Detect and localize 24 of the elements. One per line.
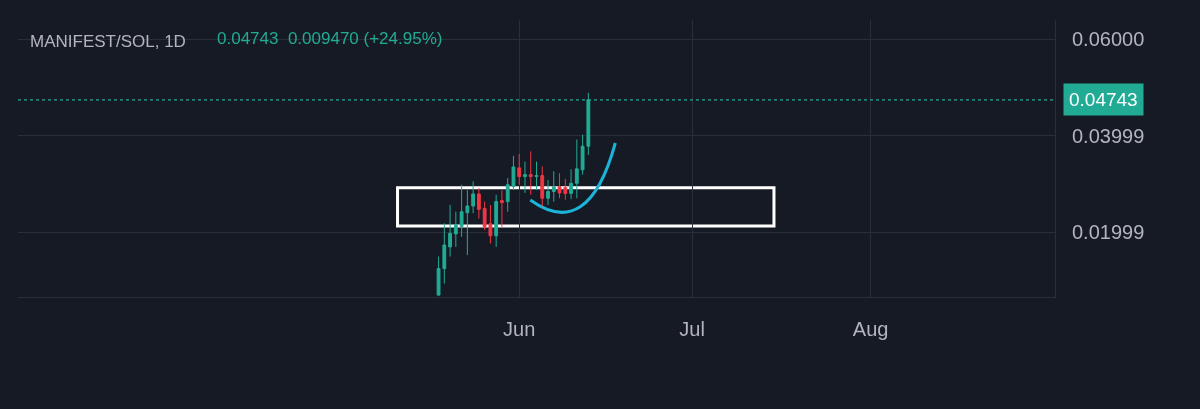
candlestick xyxy=(471,180,476,214)
candlestick xyxy=(523,161,527,194)
candlestick xyxy=(534,161,539,191)
candlestick xyxy=(540,165,545,207)
y-tick-label: 0.01999 xyxy=(1072,221,1145,244)
y-tick-label: 0.06000 xyxy=(1072,28,1145,51)
x-tick-label: Aug xyxy=(852,318,889,340)
candlestick xyxy=(517,153,522,186)
candlestick xyxy=(476,187,481,219)
candlestick xyxy=(453,211,458,248)
annotation: 0.04743 0.009470 (+24.95%) xyxy=(217,29,443,48)
candlestick xyxy=(500,189,504,228)
candlestick xyxy=(546,179,550,206)
text: MANIFEST/SOL, 1D xyxy=(30,31,186,51)
candlestick xyxy=(494,194,499,248)
candlestick xyxy=(574,138,579,199)
candlestick xyxy=(551,170,556,203)
candlestick xyxy=(448,204,452,258)
x-tick-label: Jun xyxy=(503,318,536,340)
ref-line-label: 0.04743 xyxy=(1069,89,1138,110)
y-tick-label: 0.03999 xyxy=(1072,124,1145,147)
candlestick xyxy=(569,168,573,200)
candlestick xyxy=(528,151,533,196)
x-tick-label: Jul xyxy=(679,318,705,340)
